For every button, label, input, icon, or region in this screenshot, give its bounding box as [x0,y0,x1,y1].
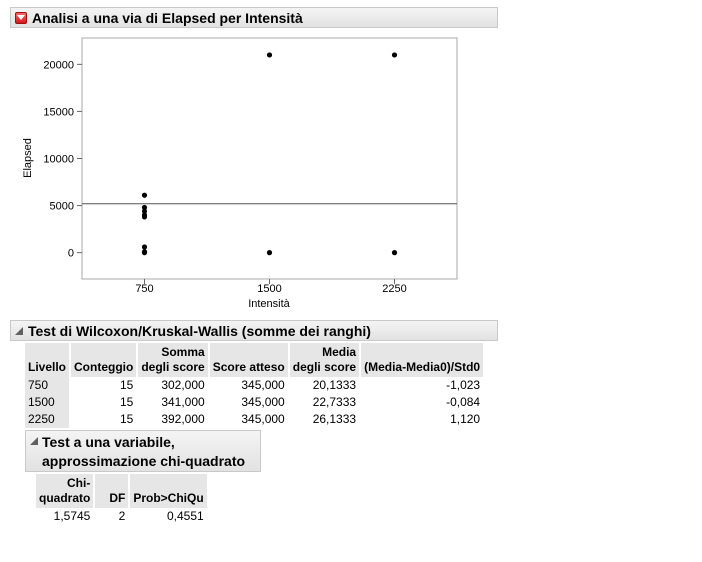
col-prob: Prob>ChiQu [130,474,207,508]
data-point [391,250,398,256]
col-std: (Media-Media0)/Std0 [361,343,484,377]
col-chi-quadrato: Chi-quadrato [36,474,94,508]
col-conteggio: Conteggio [71,343,137,377]
wilcoxon-title: Test di Wilcoxon/Kruskal-Wallis (somme d… [28,322,371,339]
y-tick-label: 10000 [43,154,74,166]
data-point [141,208,148,214]
data-point [141,192,148,198]
chisq-header[interactable]: Test a una variabile, approssimazione chi… [25,430,261,472]
oneway-header[interactable]: Analisi a una via di Elapsed per Intensi… [10,7,498,28]
disclosure-triangle-icon[interactable] [12,326,26,336]
table-row: 1500 15 341,000 345,000 22,7333 -0,084 [25,394,483,411]
x-tick-label: 2250 [382,283,406,295]
red-triangle-menu-icon[interactable] [15,11,27,24]
col-livello: Livello [25,343,70,377]
y-tick-label: 5000 [50,201,74,213]
x-tick-label: 750 [135,283,153,295]
wilcoxon-header[interactable]: Test di Wilcoxon/Kruskal-Wallis (somme d… [10,320,498,341]
col-media: Media degli score [289,343,360,377]
col-somma: Somma degli score [138,343,208,377]
y-axis-label: Elapsed [22,138,34,178]
data-point [141,204,148,211]
table-row: 750 15 302,000 345,000 20,1333 -1,023 [25,377,483,394]
plot-frame [81,37,458,280]
y-tick-label: 20000 [43,59,74,71]
data-point [141,214,148,220]
oneway-plot: 0 5000 10000 15000 20000 750 1500 2250 Elapsed… [22,37,458,310]
x-axis-label: Intensità [248,298,290,310]
data-point [391,52,398,58]
chisq-table: Chi-quadrato DF Prob>ChiQu 1,5745 2 0,45… [34,474,209,525]
data-point [266,52,273,58]
disclosure-triangle-icon[interactable] [27,436,41,446]
table-row: 2250 15 392,000 345,000 26,1333 1,120 [25,411,483,428]
table-row: 1,5745 2 0,4551 [53,509,204,523]
wilcoxon-table: Livello Conteggio Somma degli score Score… [23,343,485,428]
data-point [141,250,148,256]
data-point [141,244,148,250]
col-df: DF [95,474,129,508]
x-tick-label: 1500 [257,283,281,295]
chisq-title: Test a una variabile, approssimazione chi… [42,434,246,469]
y-tick-label: 15000 [43,106,74,118]
data-point [266,250,273,256]
col-atteso: Score atteso [209,343,288,377]
y-tick-label: 0 [68,248,74,260]
oneway-title: Analisi a una via di Elapsed per Intensi… [32,9,303,26]
